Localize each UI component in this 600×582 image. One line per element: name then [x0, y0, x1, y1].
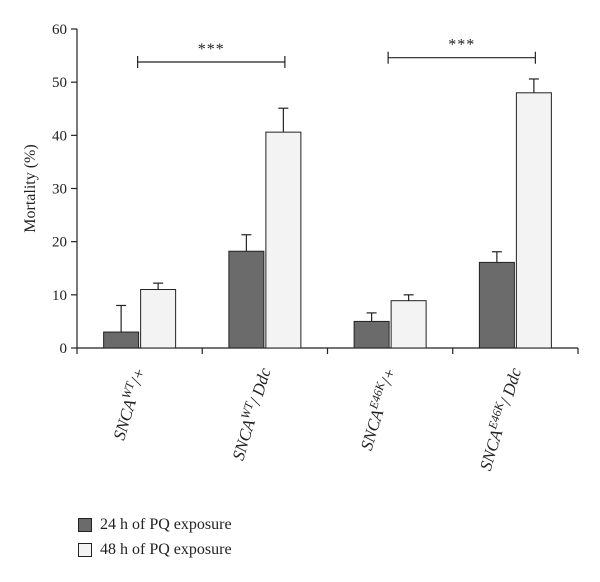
bar-48h: [390, 300, 427, 349]
bar-48h: [140, 289, 177, 349]
legend: 24 h of PQ exposure 48 h of PQ exposure: [78, 514, 232, 564]
bar-48h: [515, 92, 552, 349]
y-tick-label: 50: [52, 75, 67, 91]
bar-24h: [353, 320, 390, 349]
legend-label-24h: 24 h of PQ exposure: [100, 516, 232, 533]
bar-48h: [265, 131, 302, 349]
category-label: SNCAE46K/ Ddc: [473, 364, 525, 472]
y-tick-label: 20: [52, 235, 67, 251]
category-label: SNCAWT/+: [107, 365, 150, 443]
legend-label-48h: 48 h of PQ exposure: [100, 541, 232, 558]
y-tick-label: 60: [52, 22, 67, 38]
significance-label: ***: [448, 37, 475, 54]
y-tick-label: 0: [60, 341, 68, 357]
y-tick-label: 30: [52, 182, 67, 198]
bar-24h: [478, 261, 515, 349]
significance-label: ***: [198, 41, 225, 58]
legend-item-24h: 24 h of PQ exposure: [78, 514, 232, 536]
y-tick-label: 10: [52, 288, 67, 304]
y-tick-label: 40: [52, 128, 67, 144]
category-label: SNCAWT/ Ddc: [226, 364, 275, 462]
bar-24h: [103, 331, 140, 349]
bar-24h: [228, 250, 265, 349]
legend-item-48h: 48 h of PQ exposure: [78, 539, 232, 561]
y-axis-label: Mortality (%): [22, 144, 39, 232]
legend-swatch-48h: [78, 543, 92, 557]
category-label: SNCAE46K/+: [354, 365, 400, 453]
bar-chart: 0 10 20 30 40 50 60 Mortality (%) SNCAWT/+ SNCAWT…: [22, 22, 579, 473]
legend-swatch-24h: [78, 518, 92, 532]
